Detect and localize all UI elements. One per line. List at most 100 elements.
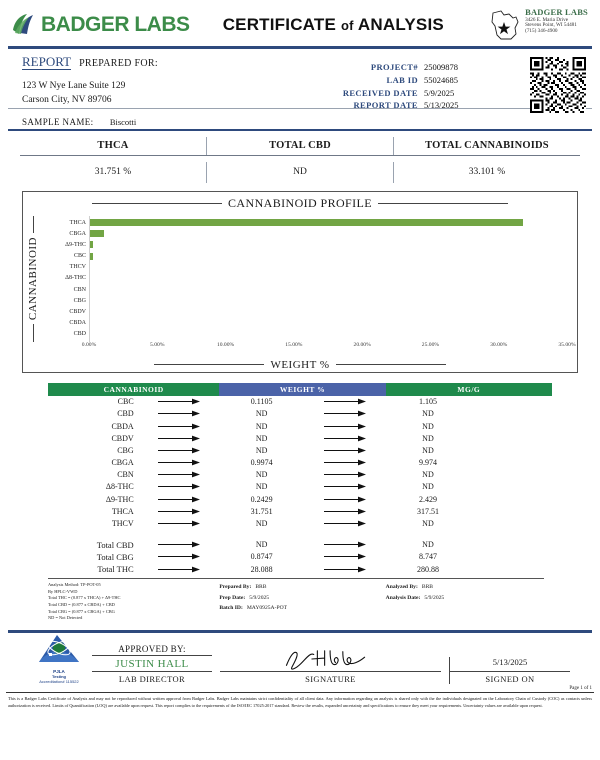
wisconsin-state-icon: [487, 8, 521, 42]
arrow-icon: [157, 566, 200, 572]
lab-name: BADGER LABS: [525, 7, 588, 17]
row-weight: 31.751: [250, 506, 273, 516]
y-axis-rule-bottom: [32, 324, 34, 342]
pjla-sub: Testing: [52, 673, 66, 679]
arrow-icon: [323, 447, 366, 454]
arrow-icon: [323, 553, 366, 560]
row-weight: ND: [255, 421, 268, 431]
method-line: Total CBG = (0.877 x CBGA) + CBG: [48, 608, 115, 614]
summary-cell-total-cannabinoids: TOTAL CANNABINOIDS: [393, 136, 580, 155]
summary-value-cell-total-cannabinoids: 33.101 %: [393, 161, 580, 183]
meta-row-project: PROJECT# 25009878: [343, 61, 480, 74]
arrow-icon: [323, 398, 366, 405]
table-row: CBGA 0.9974 9.974: [48, 456, 552, 468]
analyzed-by-row: Analyzed By: BRB: [386, 582, 552, 592]
prep-date-value: 5/9/2025: [249, 594, 270, 601]
chart-category-label: THCA: [69, 219, 86, 226]
cannabinoid-profile-chart: CANNABINOID PROFILE CANNABINOID THCA CBGA…: [22, 190, 578, 373]
row-mgg: 1.105: [418, 397, 437, 407]
row-analyte: Δ8-THC: [105, 482, 134, 492]
badger-leaf-logo-icon: [10, 12, 36, 38]
chart-bars: [89, 215, 567, 342]
row-mgg: ND: [422, 433, 434, 443]
row-arrow-1: [136, 496, 222, 503]
client-address-line1: 123 W Nye Lane Suite 129: [22, 81, 126, 91]
summary-value-cell-total-cbd: ND: [206, 161, 393, 183]
row-analyte: CBD: [117, 409, 134, 419]
pjla-logo-icon: [37, 634, 81, 668]
approver-title: LAB DIRECTOR: [118, 673, 186, 684]
prep-date-label: Prep Date:: [219, 594, 246, 601]
method-line: Analysis Method: TP-POT-05: [48, 582, 101, 588]
row-arrow-2: [302, 459, 388, 466]
chart-category-labels: THCA CBGA Δ9-THC CBC THCV Δ8-THC CBN CBG CBDV CBD…: [45, 216, 89, 342]
chart-bar: [90, 241, 94, 249]
chart-title-rule-right: [377, 202, 508, 204]
row-arrow-2: [302, 423, 388, 430]
pjla-accreditation-number: Accreditation# 115522: [39, 678, 79, 684]
row-analyte: CBGA: [111, 458, 134, 468]
arrow-icon: [157, 541, 200, 548]
chart-category-label: CBG: [73, 297, 86, 304]
chart-x-tick: 5.00%: [150, 341, 165, 348]
method-line: Total THC = (0.877 x THCA) + Δ9-THC: [48, 595, 121, 601]
chart-bar-row: [90, 285, 567, 295]
row-arrow-1: [136, 398, 222, 405]
sample-name-section: SAMPLE NAME: Biscotti: [0, 114, 600, 129]
prepared-by-row: Prepared By: BRB: [219, 582, 385, 592]
row-analyte: Total THC: [97, 564, 134, 575]
signature-rule: [220, 670, 441, 672]
chart-plot-area: THCA CBGA Δ9-THC CBC THCV Δ8-THC CBN CBG CBDV CBD…: [45, 215, 567, 342]
table-body: CBC 0.1105 1.105 CBD ND ND CBDA ND ND CBDV ND ND CBG…: [48, 396, 552, 530]
signed-on-rule: [450, 670, 570, 672]
analyzed-by-value: BRB: [421, 584, 434, 591]
chart-category-label: CBDA: [69, 320, 86, 327]
chart-category-label: CBD: [73, 331, 86, 338]
chart-x-axis: 0.00% 5.00% 10.00% 15.00% 20.00% 25.00% 30.00%…: [82, 341, 576, 356]
chart-category-label: THCV: [69, 264, 86, 271]
x-axis-rule-right: [335, 364, 446, 366]
document-header: BADGER LABS CERTIFICATE of ANALYSIS BADG…: [0, 0, 600, 46]
qr-code-icon[interactable]: [530, 57, 586, 113]
arrow-icon: [157, 553, 200, 560]
row-arrow-2: [302, 496, 388, 503]
table-row: THCV ND ND: [48, 517, 552, 529]
report-meta-block: PROJECT# 25009878 LAB ID 55024685 RECEIV…: [343, 61, 480, 112]
prepared-for-label: PREPARED FOR:: [79, 58, 158, 69]
footer-rule: [6, 691, 594, 693]
chart-x-tick: 10.00%: [216, 341, 235, 348]
meta-row-reportdate: REPORT DATE 5/13/2025: [343, 99, 480, 112]
signed-on-label: SIGNED ON: [485, 673, 535, 684]
pjla-name: PJLA: [53, 668, 65, 674]
row-analyte: CBC: [117, 397, 134, 407]
table-row: CBN ND ND: [48, 469, 552, 481]
row-weight: ND: [255, 445, 268, 455]
row-analyte: CBN: [117, 470, 134, 480]
row-weight: 0.1105: [250, 397, 273, 407]
table-row: CBC 0.1105 1.105: [48, 396, 552, 408]
row-mgg: 280.88: [416, 564, 439, 574]
report-heading: REPORT PREPARED FOR:: [22, 53, 582, 71]
prepared-by-label: Prepared By:: [219, 584, 252, 591]
arrow-icon: [323, 541, 366, 548]
row-mgg: 2.429: [418, 494, 437, 504]
row-analyte: CBDV: [111, 433, 134, 443]
chart-category-label: Δ9-THC: [65, 241, 86, 248]
summary-cell-total-cbd: TOTAL CBD: [206, 136, 393, 155]
chart-x-axis-label: WEIGHT %: [270, 358, 330, 371]
table-row: CBDV ND ND: [48, 432, 552, 444]
signature-image-icon: [220, 649, 441, 671]
method-prep-block: Prepared By: BRB Prep Date: 5/9/2025 Bat…: [219, 582, 385, 622]
method-line: Total CBD = (0.877 x CBDA) + CBD: [48, 601, 115, 607]
summary-value-total-cbd: ND: [293, 166, 307, 177]
arrow-icon: [323, 508, 366, 515]
chart-category-label: CBN: [73, 286, 86, 293]
chart-bar: [90, 252, 93, 260]
summary-cell-thca: THCA: [20, 137, 206, 155]
analysis-date-label: Analysis Date:: [385, 594, 421, 601]
row-arrow-1: [136, 471, 222, 478]
method-footer: Analysis Method: TP-POT-05 By HPLC-VWD T…: [48, 582, 552, 622]
table-header-mgg: MG/G: [385, 382, 552, 396]
table-row: CBG ND ND: [48, 444, 552, 456]
lab-phone: (715) 346-4900: [525, 28, 558, 35]
